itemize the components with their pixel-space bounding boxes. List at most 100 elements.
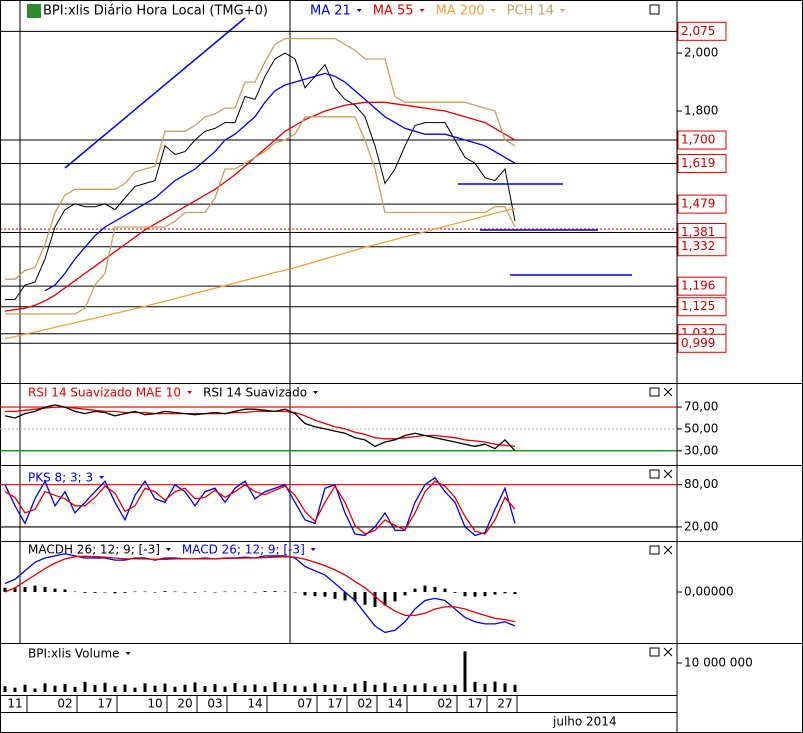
x-tick-label: 03 [207,697,222,711]
bar [293,592,297,593]
legend-entry: MA 21 [310,4,351,19]
bar [23,684,27,692]
trend-line [64,17,246,169]
bar [393,685,397,692]
bar [213,684,217,692]
bar [163,683,167,692]
series-line [44,72,516,292]
y-tick-label: 10 000 000 [684,655,753,669]
bar [63,589,67,592]
bar [83,592,87,593]
bar [263,686,267,692]
bar [323,592,327,597]
price-tag-label: 1,196 [681,279,715,293]
bar [393,592,397,602]
bar [93,685,97,692]
bar [313,592,317,597]
bar [163,591,167,592]
x-tick-label: 20 [177,697,192,711]
bar [343,687,347,692]
bar [43,586,47,592]
price-tag [677,130,727,150]
price-tag [677,21,727,41]
x-tick-label: 10 [147,697,162,711]
bar [133,687,137,692]
price-tag-label: 1,700 [681,133,715,147]
period-label: julho 2014 [552,715,617,729]
bar [203,685,207,692]
bar [33,688,37,692]
price-tag [677,297,727,317]
legend-arrow [187,391,193,394]
y-tick-label: 50,00 [684,421,718,435]
bar [243,685,247,692]
bar [233,591,237,593]
bar [73,591,77,593]
bar [383,592,387,606]
bar [293,685,297,692]
bar [173,591,177,593]
bar [153,685,157,692]
bar [373,684,377,692]
series-line [4,207,516,340]
legend-arrow [165,548,171,551]
bar [123,592,127,593]
panel-buttons[interactable] [649,4,673,657]
bar [103,682,107,692]
x-tick-label: 11 [7,697,22,711]
bar [3,587,7,592]
bar [33,585,37,592]
legend-entry: MACDH 26; 12; 9; [-3] [28,543,160,557]
legend-arrow [490,9,496,12]
bar [433,686,437,692]
bar [413,685,417,692]
price-tag [677,333,727,353]
bar [353,683,357,692]
series-line [5,406,516,448]
price-tag [677,154,727,174]
legend-arrow [310,548,316,551]
bar [483,592,487,597]
bar [123,684,127,692]
bar [253,592,257,593]
bar [173,686,177,692]
bar [53,685,57,692]
bar [133,591,137,593]
bar [473,592,477,597]
x-tick-label: 07 [297,697,312,711]
series-line [5,52,516,300]
y-tick-label: 80,00 [684,477,718,491]
legend-entry: RSI 14 Suavizado [203,386,307,400]
chart-title: BPI:xlis Diário Hora Local (TMG+0) [43,4,268,19]
bar [63,683,67,692]
legend-entry: RSI 14 Suavizado MAE 10 [28,386,181,400]
x-tick-label: 02 [437,697,452,711]
bar [453,592,457,593]
bar [223,591,227,593]
bar [143,591,147,593]
legend-arrow [313,391,319,394]
bar [503,592,507,594]
legend-arrow [99,476,105,479]
legend-entry: MA 200 [436,4,485,19]
bar [333,592,337,599]
bar [3,686,7,692]
price-tag-label: 1,125 [681,299,715,313]
bar [493,592,497,595]
price-tag-label: 1,381 [681,225,715,239]
price-tag-label: 0,999 [681,336,715,350]
bar [333,684,337,692]
bar [443,588,447,592]
legend-arrow [356,9,362,12]
bar [363,592,367,605]
price-tag-label: 1,619 [681,156,715,170]
bar [113,592,117,594]
series-line [5,37,516,280]
x-tick-label: 02 [57,697,72,711]
x-tick-label: 02 [357,697,372,711]
bar [343,592,347,601]
price-tag-label: 1,332 [681,239,715,253]
legend-entry: MA 55 [373,4,414,19]
bar [223,686,227,692]
